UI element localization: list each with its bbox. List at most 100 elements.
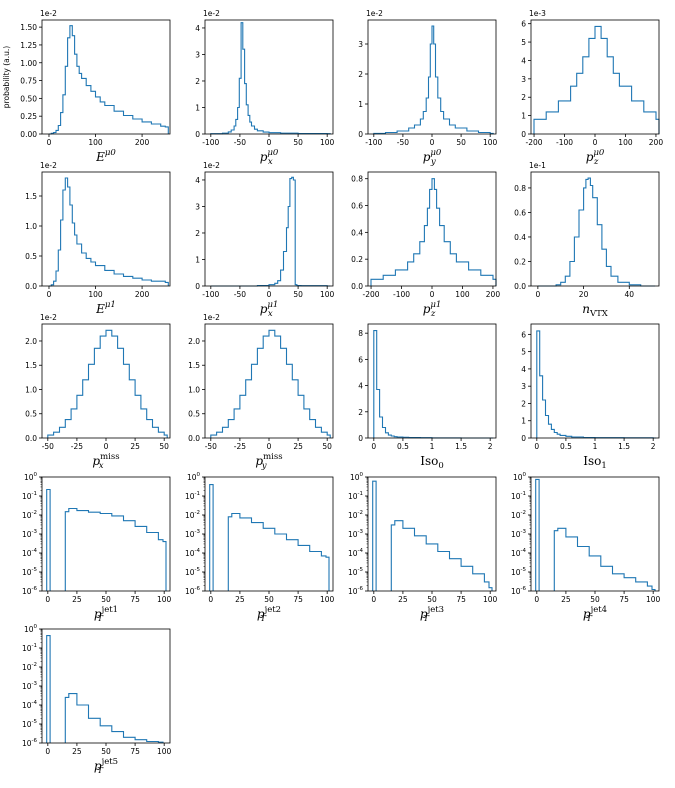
offset-multiplier: 1e-2: [40, 313, 57, 322]
y-tick-label: 1.00: [20, 59, 37, 68]
x-axis-label: Eμ0: [95, 148, 116, 164]
x-tick-label: -200: [363, 290, 380, 299]
y-tick-label: 10-5: [348, 567, 364, 577]
x-tick-label: 200: [135, 290, 150, 299]
y-tick-label: 6: [358, 355, 363, 364]
y-tick-label: 10-2: [348, 510, 363, 520]
plot-frame: [530, 171, 660, 287]
y-tick-label: 5: [521, 38, 526, 47]
y-tick-label: 1.0: [25, 385, 37, 394]
y-tick-label: 0.50: [20, 94, 37, 103]
x-axis-label: pμ1 x: [260, 300, 279, 319]
panel-px_miss: -50 -25 0 25 50 0.0 0.5 1.0 1.5 2.0 1e-2 pmiss x: [25, 313, 171, 471]
offset-multiplier: 1e-2: [203, 161, 220, 170]
x-axis-label: pmiss x: [92, 452, 119, 471]
y-tick-label: 1.5: [25, 361, 37, 370]
panel-py_mu0: -100 -50 0 50 100 0 1 2 3 1e-2 pμ0 y: [358, 9, 497, 167]
plot-frame: [367, 323, 497, 439]
panel-pz_mu0: -200 -100 0 100 200 0 1 2 3 4 5 61e-3 pμ0 z: [521, 9, 663, 167]
y-tick-label: 10-1: [511, 491, 526, 501]
y-tick-label: 4: [195, 176, 200, 185]
y-tick-label: 10-5: [185, 567, 201, 577]
plot-frame: [530, 323, 660, 439]
panel-pt_jet2: 0 25 50 75 100 10-6 10-5 10-4 10-3 10-2 10-1 100 pje…: [185, 472, 335, 624]
series-py_miss-step: [210, 329, 331, 438]
x-tick-label: 0: [267, 442, 272, 451]
series-pt_jet3-step: [372, 480, 493, 591]
x-tick-label: 25: [293, 442, 303, 451]
x-tick-label: 100: [157, 747, 172, 756]
y-tick-label: 2: [195, 77, 200, 86]
x-tick-label: -50: [397, 138, 409, 147]
series-iso0-step: [373, 330, 494, 439]
x-tick-label: 100: [320, 290, 335, 299]
plot-frame: [530, 476, 660, 592]
plot-frame: [204, 19, 334, 135]
x-tick-label: 200: [486, 290, 501, 299]
y-tick-label: 0.8: [514, 184, 526, 193]
x-tick-label: -100: [393, 290, 410, 299]
y-tick-label: 1.50: [20, 23, 37, 32]
x-axis-label: pμ0 x: [260, 148, 279, 167]
y-tick-label: 0.6: [351, 202, 363, 211]
plot-frame: [204, 323, 334, 439]
y-tick-label: 1.0: [188, 385, 200, 394]
x-tick-label: 1: [430, 442, 435, 451]
panel-pz_mu1: -200 -100 0 100 200 0.0 0.2 0.4 0.6 0.8 pμ1 z: [351, 171, 501, 319]
y-tick-label: 0.00: [20, 130, 37, 139]
offset-multiplier: 1e-2: [203, 9, 220, 18]
series-n_vtx-step: [537, 177, 656, 287]
y-tick-label: 10-5: [22, 719, 38, 729]
x-axis-label: Eμ1: [95, 300, 116, 316]
x-tick-label: 0: [430, 290, 435, 299]
series-pt_jet4-step: [535, 478, 656, 591]
x-axis-label: pμ0 z: [586, 148, 605, 167]
y-tick-label: 2.0: [188, 337, 200, 346]
y-tick-label: 10-3: [511, 529, 527, 539]
x-tick-label: 50: [427, 595, 437, 604]
y-tick-label: 2: [358, 70, 363, 79]
y-tick-label: 0.2: [351, 255, 363, 264]
y-tick-label: 0.4: [514, 233, 526, 242]
x-tick-label: -100: [556, 138, 573, 147]
y-tick-label: 4: [521, 56, 526, 65]
x-tick-label: 0: [208, 595, 213, 604]
y-tick-label: 10-4: [348, 548, 364, 558]
y-tick-label: 10-3: [22, 529, 38, 539]
series-py_mu0-step: [373, 25, 494, 134]
panel-iso0: 0 0.5 1 1.5 2 0 2 4 6 8 Iso0: [358, 323, 497, 471]
y-tick-label: 100: [24, 624, 38, 634]
x-tick-label: 2: [651, 442, 656, 451]
y-tick-label: 1: [195, 255, 200, 264]
x-tick-label: 25: [398, 595, 408, 604]
y-tick-label: 0.6: [514, 208, 526, 217]
x-tick-label: 25: [130, 442, 140, 451]
plot-frame: [41, 19, 171, 135]
x-tick-label: 50: [590, 595, 600, 604]
x-tick-label: 0: [267, 138, 272, 147]
y-tick-label: 10-3: [348, 529, 364, 539]
x-tick-label: 1.5: [455, 442, 467, 451]
x-tick-label: -25: [71, 442, 83, 451]
x-tick-label: -25: [234, 442, 246, 451]
x-tick-label: -50: [205, 442, 217, 451]
y-tick-label: 0: [521, 130, 526, 139]
offset-multiplier: 1e-1: [529, 161, 546, 170]
offset-multiplier: 1e-2: [203, 313, 220, 322]
x-tick-label: 100: [88, 290, 103, 299]
y-tick-label: 10-2: [22, 510, 37, 520]
y-tick-label: 10-2: [185, 510, 200, 520]
series-pt_jet5-step: [46, 635, 164, 743]
panel-iso1: 0 0.5 1 1.5 2 0 1 2 3 4 5 6 Iso1: [521, 323, 660, 471]
x-tick-label: 75: [293, 595, 303, 604]
y-tick-label: 100: [350, 472, 364, 482]
y-tick-label: 3: [521, 382, 526, 391]
y-tick-label: 10-6: [22, 586, 38, 596]
plot-frame: [41, 476, 171, 592]
x-tick-label: 25: [72, 747, 82, 756]
y-tick-label: 1: [195, 103, 200, 112]
y-tick-label: 10-3: [185, 529, 201, 539]
